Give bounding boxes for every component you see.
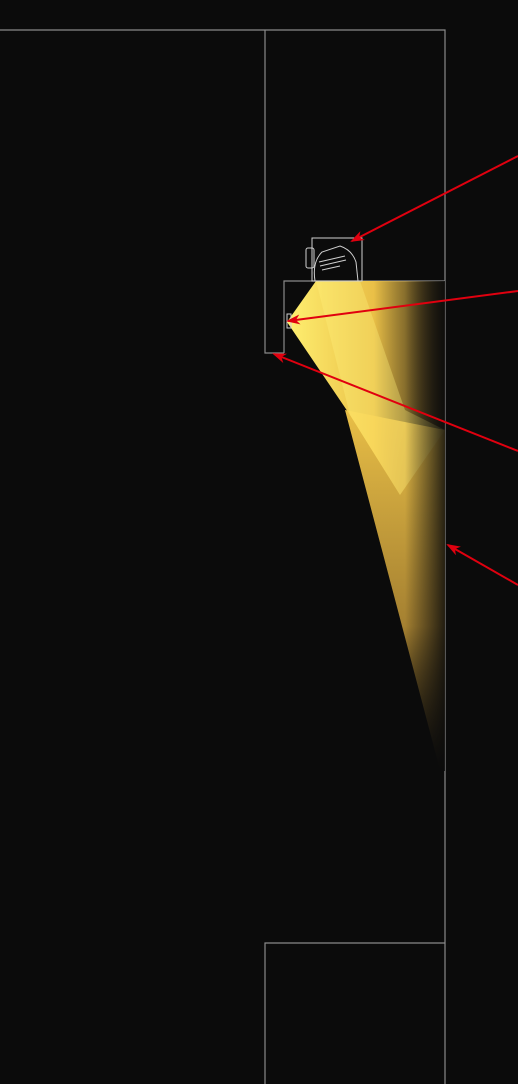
callout-arrow-recess bbox=[286, 290, 518, 325]
ceiling-line bbox=[0, 29, 446, 1084]
fixture-mount bbox=[305, 247, 315, 269]
wall-outline bbox=[0, 29, 446, 1084]
spotlight-fixture-icon bbox=[313, 245, 359, 282]
callout-arrow-wall-surface bbox=[446, 544, 518, 586]
soffit-outline bbox=[264, 30, 284, 354]
callout-arrow-fixture bbox=[350, 155, 518, 242]
light-fixture bbox=[286, 237, 363, 329]
callout-arrows bbox=[272, 155, 518, 586]
fixture-housing bbox=[311, 237, 363, 282]
beam-wall-shadow bbox=[405, 281, 445, 771]
fixture-lens bbox=[318, 255, 347, 271]
callout-arrow-soffit-corner bbox=[272, 353, 518, 452]
floor-step-outline bbox=[264, 942, 445, 1084]
light-beam bbox=[287, 281, 445, 771]
